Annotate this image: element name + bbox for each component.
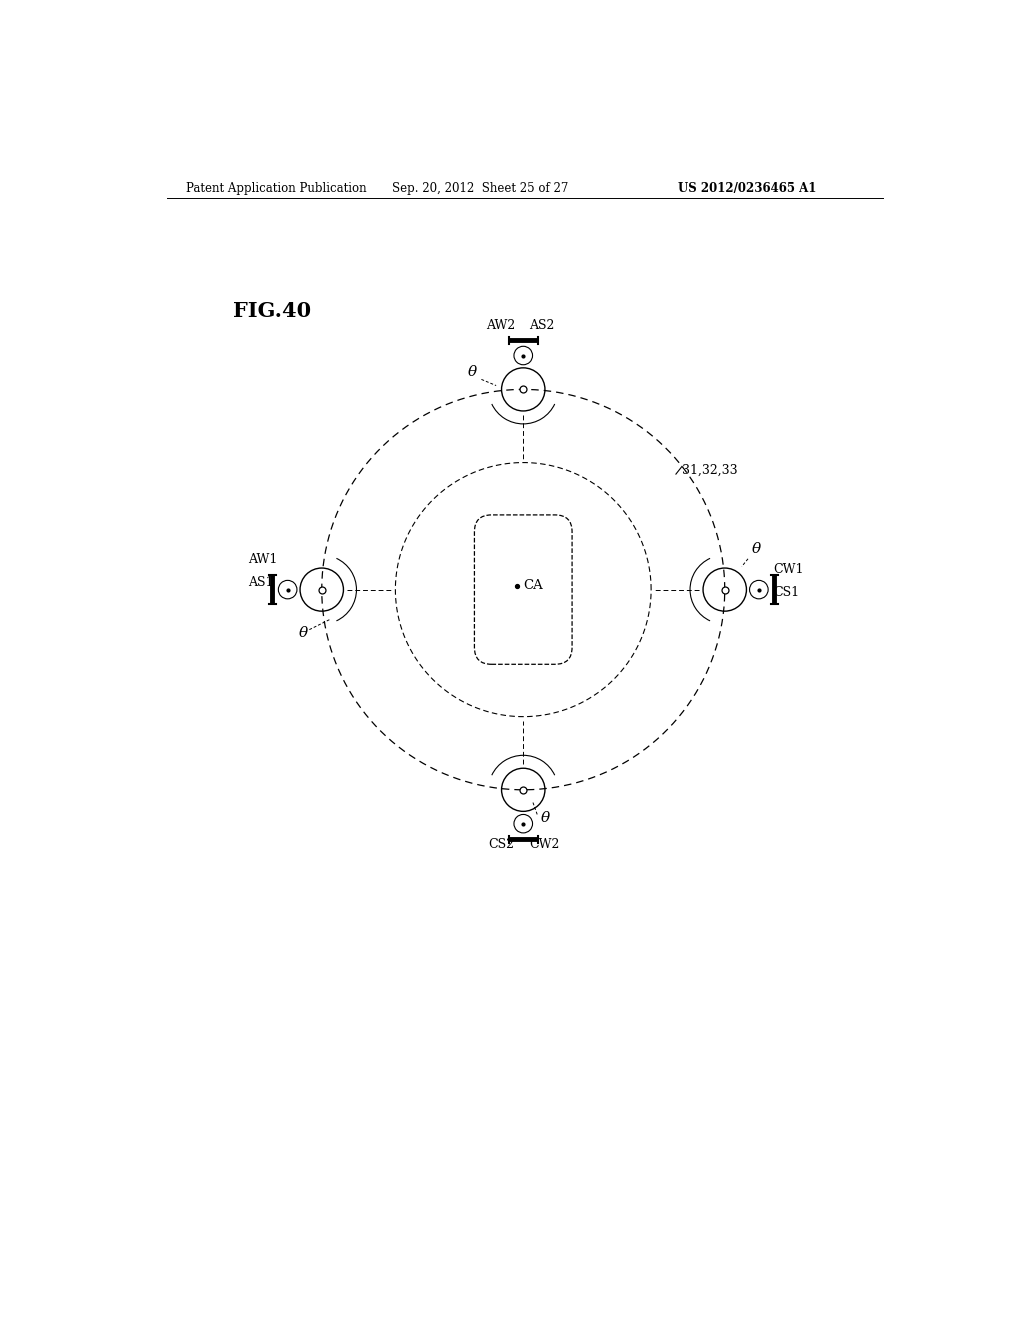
Text: AS1: AS1 xyxy=(248,576,273,589)
Text: CW2: CW2 xyxy=(529,838,560,850)
Text: 31,32,33: 31,32,33 xyxy=(682,463,737,477)
Text: Sep. 20, 2012  Sheet 25 of 27: Sep. 20, 2012 Sheet 25 of 27 xyxy=(391,182,568,194)
Text: AS2: AS2 xyxy=(529,319,555,333)
Text: CS1: CS1 xyxy=(773,586,799,599)
Text: Patent Application Publication: Patent Application Publication xyxy=(186,182,367,194)
Text: CA: CA xyxy=(523,579,543,593)
Text: θ: θ xyxy=(299,627,307,640)
Text: US 2012/0236465 A1: US 2012/0236465 A1 xyxy=(678,182,816,194)
Text: θ: θ xyxy=(752,541,761,556)
Text: CW1: CW1 xyxy=(773,562,803,576)
Text: θ: θ xyxy=(541,810,550,825)
Text: θ: θ xyxy=(467,364,476,379)
Text: CS2: CS2 xyxy=(488,838,514,850)
Text: FIG.40: FIG.40 xyxy=(232,301,310,321)
Text: AW2: AW2 xyxy=(486,319,515,333)
Text: AW1: AW1 xyxy=(248,553,278,566)
